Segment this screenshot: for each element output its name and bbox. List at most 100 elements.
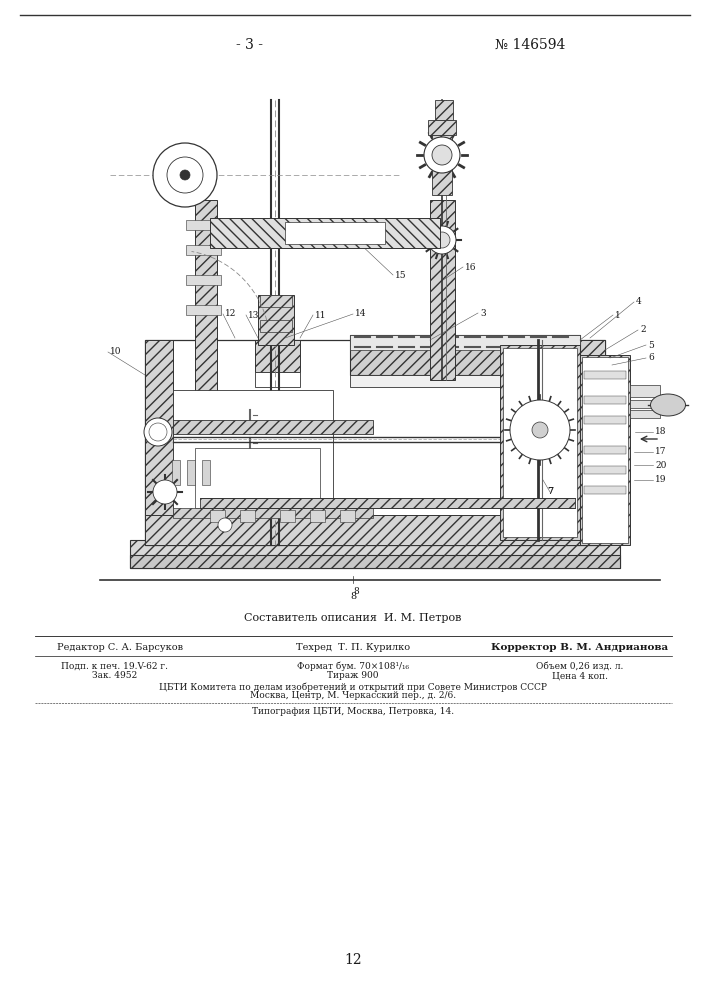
Circle shape [432,145,452,165]
Text: 13: 13 [248,310,259,320]
Circle shape [180,170,190,180]
Bar [340,510,355,522]
Bar [195,448,320,508]
Circle shape [144,418,172,446]
Bar [186,220,221,230]
Text: 17: 17 [655,448,667,456]
Text: Составитель описания  И. М. Петров: Составитель описания И. М. Петров [245,613,462,623]
Bar [577,340,605,545]
Text: 3: 3 [480,308,486,318]
Bar [584,466,626,474]
Text: 8: 8 [353,587,358,596]
Bar [584,486,626,494]
Bar [582,357,628,543]
Text: Объем 0,26 изд. л.: Объем 0,26 изд. л. [537,662,624,670]
Bar [280,510,295,522]
Bar [200,498,575,508]
Text: 5: 5 [648,340,654,350]
Bar [584,396,626,404]
Bar [285,222,385,244]
Bar [202,460,210,485]
Bar [310,510,325,522]
Text: 20: 20 [655,460,667,470]
Text: 4: 4 [636,298,642,306]
Bar [145,340,605,545]
Bar [630,400,660,408]
Bar [584,371,626,379]
Bar [173,508,373,518]
Bar [630,410,660,418]
Bar [210,510,225,522]
Text: Корректор В. М. Андрианова: Корректор В. М. Андрианова [491,643,669,652]
Bar [187,460,195,485]
Bar [172,460,180,485]
Bar [584,416,626,424]
Bar [186,305,221,315]
Text: Формат бум. 70×108¹/₁₆: Формат бум. 70×108¹/₁₆ [297,661,409,671]
Text: ЦБТИ Комитета по делам изобретений и открытий при Совете Министров СССР: ЦБТИ Комитета по делам изобретений и отк… [159,682,547,692]
Text: № 146594: № 146594 [495,38,565,52]
Bar [195,200,217,460]
Text: 18: 18 [655,428,667,436]
Text: 8: 8 [350,592,356,601]
Text: 19: 19 [655,476,667,485]
Bar [186,245,221,255]
Text: Редактор С. А. Барсуков: Редактор С. А. Барсуков [57,643,183,652]
Text: 12: 12 [344,953,362,967]
Text: Типография ЦБТИ, Москва, Петровка, 14.: Типография ЦБТИ, Москва, Петровка, 14. [252,708,454,716]
Circle shape [149,423,167,441]
Text: 16: 16 [465,262,477,271]
Circle shape [153,143,217,207]
Text: 2: 2 [640,326,645,334]
Circle shape [532,422,548,438]
Bar [255,340,300,372]
Bar [173,390,333,510]
Text: Техред  Т. П. Курилко: Техред Т. П. Курилко [296,643,410,652]
Bar [503,348,577,537]
Ellipse shape [650,394,686,416]
Text: 1: 1 [615,310,621,320]
Bar [428,120,456,135]
Bar [145,515,605,545]
Bar [350,375,580,387]
Text: 14: 14 [355,310,366,318]
Bar [190,160,212,190]
Circle shape [218,518,232,532]
Circle shape [424,137,460,173]
Bar [500,345,580,540]
Text: Цена 4 коп.: Цена 4 коп. [552,672,608,680]
Bar [350,335,580,375]
Bar [584,446,626,454]
Circle shape [167,157,203,193]
Text: Зак. 4952: Зак. 4952 [93,672,138,680]
Bar [580,355,630,545]
Bar [435,100,453,120]
Text: 15: 15 [395,270,407,279]
Bar [430,200,455,380]
Text: 6: 6 [648,354,654,362]
Text: 7: 7 [547,488,553,496]
Bar [130,540,620,568]
Text: Тираж 900: Тираж 900 [327,672,379,680]
Circle shape [153,480,177,504]
Bar [173,420,373,434]
Bar [255,372,300,387]
Text: 7: 7 [547,488,554,496]
Bar [210,218,440,248]
Bar [145,340,173,545]
Bar [630,385,660,397]
Text: Подп. к печ. 19.V-62 г.: Подп. к печ. 19.V-62 г. [62,662,168,670]
Circle shape [510,400,570,460]
Text: 12: 12 [225,310,236,318]
Bar [130,555,620,568]
Circle shape [428,226,456,254]
Bar [240,510,255,522]
Bar [258,295,294,345]
Bar [260,295,292,307]
Bar [350,335,580,350]
Circle shape [434,232,450,248]
Bar [186,275,221,285]
Text: Москва, Центр, М. Черкасский пер., д. 2/6.: Москва, Центр, М. Черкасский пер., д. 2/… [250,692,456,700]
Bar [432,135,452,195]
Text: - 3 -: - 3 - [237,38,264,52]
